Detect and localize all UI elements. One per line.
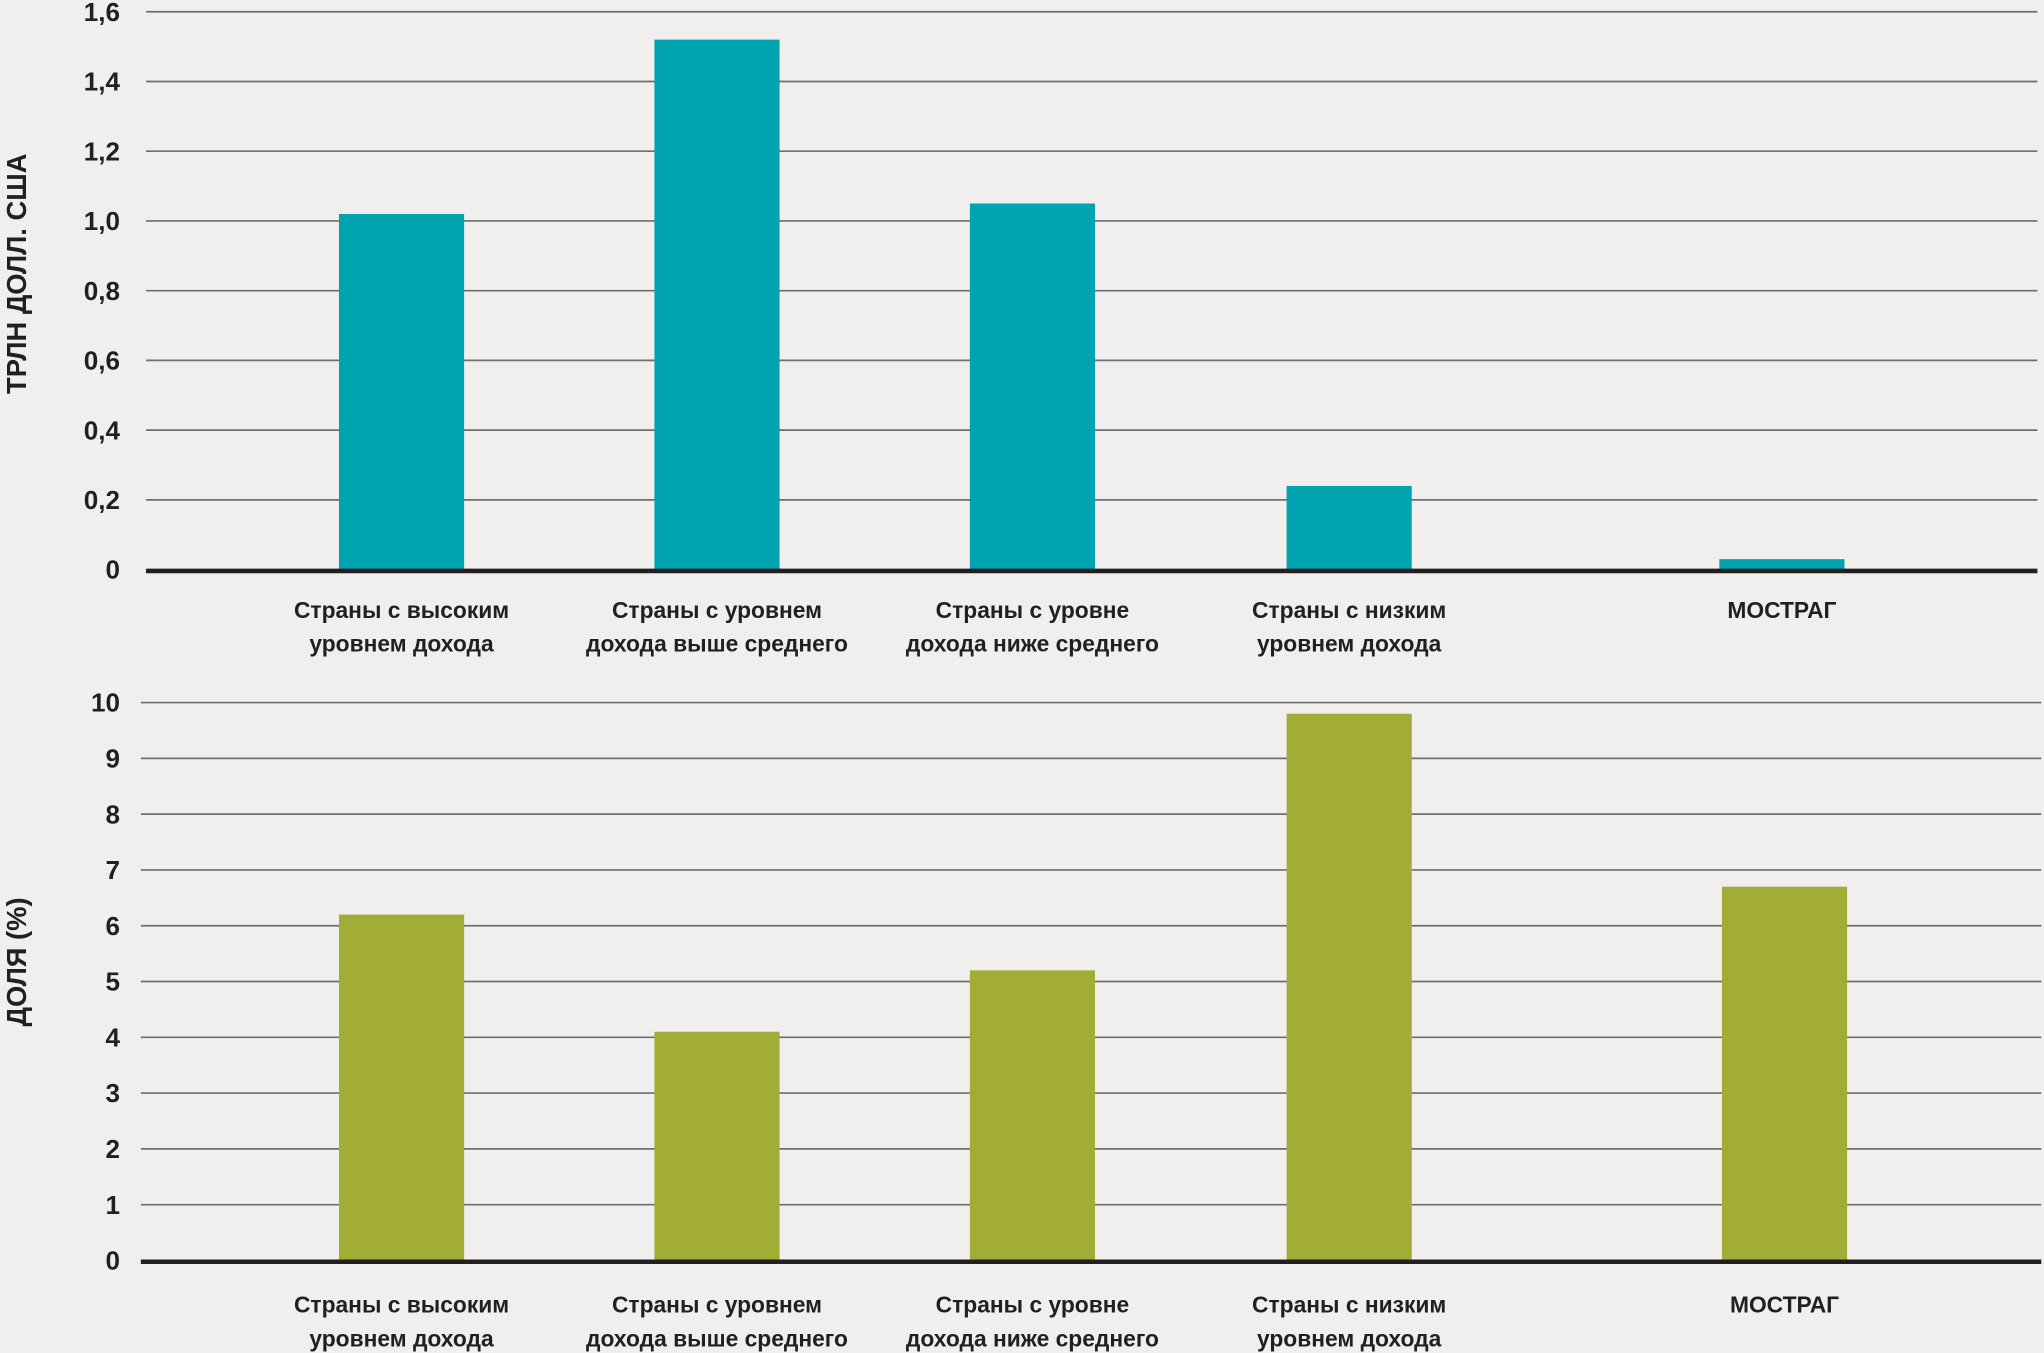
x-category-label: Страны с низким <box>1252 1292 1446 1318</box>
x-category-label: уровнем дохода <box>309 631 494 657</box>
x-category-label: дохода выше среднего <box>586 1325 848 1351</box>
y-tick-label: 2 <box>106 1134 121 1164</box>
y-tick-label: 1,6 <box>84 0 120 27</box>
y-tick-label: 0,8 <box>84 276 120 306</box>
y-tick-label: 7 <box>106 855 121 885</box>
x-category-label: уровнем дохода <box>309 1325 494 1351</box>
bar <box>1719 559 1845 570</box>
y-tick-label: 6 <box>106 911 121 941</box>
y-tick-label: 8 <box>106 799 121 829</box>
x-category-label: дохода выше среднего <box>586 631 848 657</box>
bar <box>654 1031 780 1261</box>
x-category-label: Страны с уровнем <box>612 1292 822 1318</box>
y-tick-label: 1,2 <box>84 136 120 166</box>
x-category-label: Страны с высоким <box>294 1292 509 1318</box>
bar <box>969 203 1095 570</box>
y-tick-label: 5 <box>106 967 121 997</box>
chart-panel-debt: 0 0,2 0,4 0,6 0,8 1,0 1,2 1,4 1,6 Страны с высоки… <box>1 0 2038 657</box>
x-category-label: Страны с высоким <box>294 597 509 623</box>
x-category-label: дохода ниже среднего <box>906 631 1159 657</box>
y-tick-label: 1,4 <box>84 67 121 97</box>
y-tick-label: 0,4 <box>84 415 121 445</box>
x-category-label: МОСТРАГ <box>1730 1292 1839 1318</box>
y-tick-label: 0,2 <box>84 485 120 515</box>
bar <box>1286 485 1412 570</box>
x-category-label: дохода ниже среднего <box>906 1325 1159 1351</box>
y-tick-label: 0 <box>106 555 121 585</box>
y-tick-label: 4 <box>106 1022 121 1052</box>
bar <box>338 914 465 1261</box>
chart-panel-share: 0 1 2 3 4 5 6 7 8 9 10 Страны с высоким уровнем дохо… <box>1 688 2042 1351</box>
x-category-label: Страны с уровне <box>936 597 1130 623</box>
x-category-label: уровнем дохода <box>1257 631 1442 657</box>
x-category-label: Страны с уровне <box>936 1292 1130 1318</box>
y-tick-label: 10 <box>91 688 120 718</box>
bar <box>969 970 1095 1261</box>
y-axis-title: ДОЛЯ (%) <box>1 897 32 1026</box>
bar <box>654 39 780 570</box>
y-axis-title: ТРЛН ДОЛЛ. США <box>1 153 32 394</box>
y-tick-label: 1 <box>106 1190 121 1220</box>
y-tick-label: 1,0 <box>84 206 120 236</box>
bar <box>338 213 465 570</box>
x-category-label: уровнем дохода <box>1257 1325 1442 1351</box>
bar <box>1286 713 1412 1261</box>
bar <box>1721 886 1848 1261</box>
x-category-label: МОСТРАГ <box>1727 597 1836 623</box>
y-tick-label: 3 <box>106 1078 121 1108</box>
y-tick-label: 9 <box>106 743 121 773</box>
x-category-label: Страны с уровнем <box>612 597 822 623</box>
x-category-label: Страны с низким <box>1252 597 1446 623</box>
y-tick-label: 0,6 <box>84 346 120 376</box>
y-tick-label: 0 <box>106 1246 121 1276</box>
